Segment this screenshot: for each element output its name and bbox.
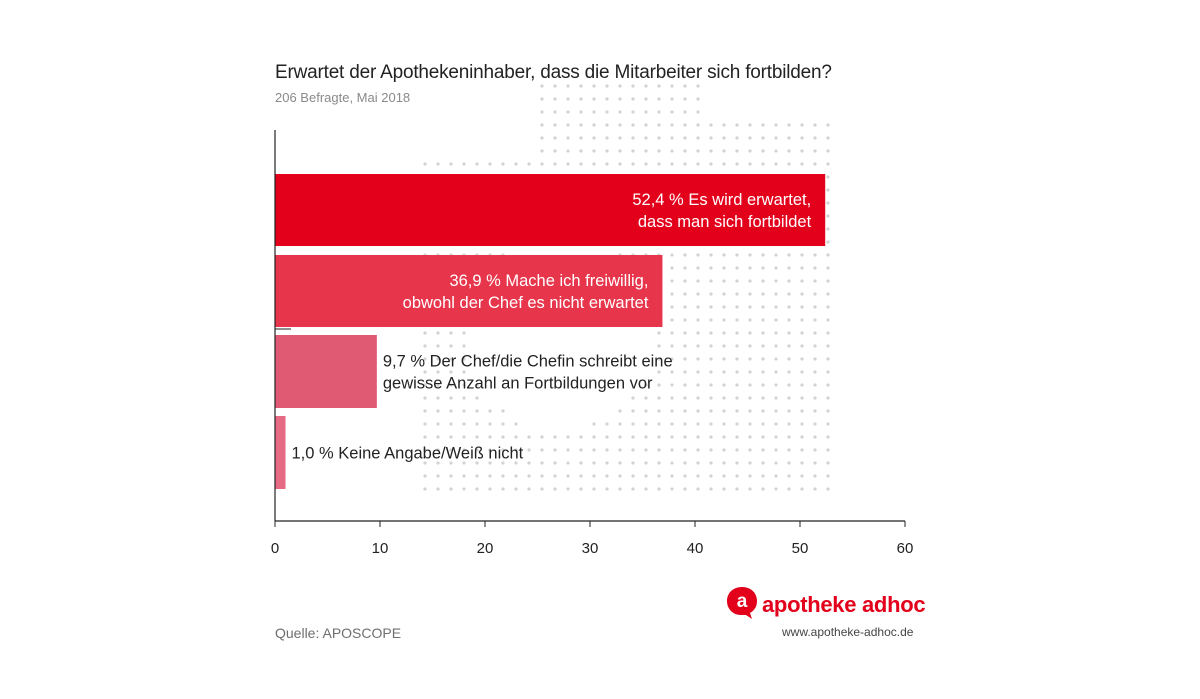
bar-label-1-line-1: 52,4 % Es wird erwartet, [632,191,811,209]
chart-subtitle: 206 Befragte, Mai 2018 [275,90,411,105]
bar-2 [275,255,663,327]
bar-3 [275,335,377,408]
brand-block[interactable]: a apotheke adhoc www.apotheke-adhoc.de [726,586,926,646]
bar-label-2-line-1: 36,9 % Mache ich freiwillig, [449,272,648,290]
x-tick-label-10: 10 [372,540,389,557]
chart-title: Erwartet der Apothekeninhaber, dass die … [275,62,832,83]
brand-logo-icon: a [727,587,757,619]
bar-4 [275,416,286,489]
bar-label-2-line-2: obwohl der Chef es nicht erwartet [403,294,649,312]
brand-logo-letter: a [737,591,748,612]
brand-url: www.apotheke-adhoc.de [782,625,914,639]
x-tick-label-50: 50 [792,540,809,557]
source-note: Quelle: APOSCOPE [275,625,402,641]
x-tick-label-0: 0 [271,540,279,557]
bar-label-3-line-1: 9,7 % Der Chef/die Chefin schreibt eine [383,353,673,371]
brand-name: apotheke adhoc [762,592,926,617]
bar-1 [275,174,826,246]
x-tick-label-30: 30 [582,540,599,557]
bar-label-4-line-1: 1,0 % Keine Angabe/Weiß nicht [292,445,524,463]
x-tick-label-60: 60 [897,540,914,557]
x-tick-label-40: 40 [687,540,704,557]
bar-label-1-line-2: dass man sich fortbildet [638,213,812,231]
x-tick-label-20: 20 [477,540,494,557]
bar-label-3-line-2: gewisse Anzahl an Fortbildungen vor [383,375,653,393]
